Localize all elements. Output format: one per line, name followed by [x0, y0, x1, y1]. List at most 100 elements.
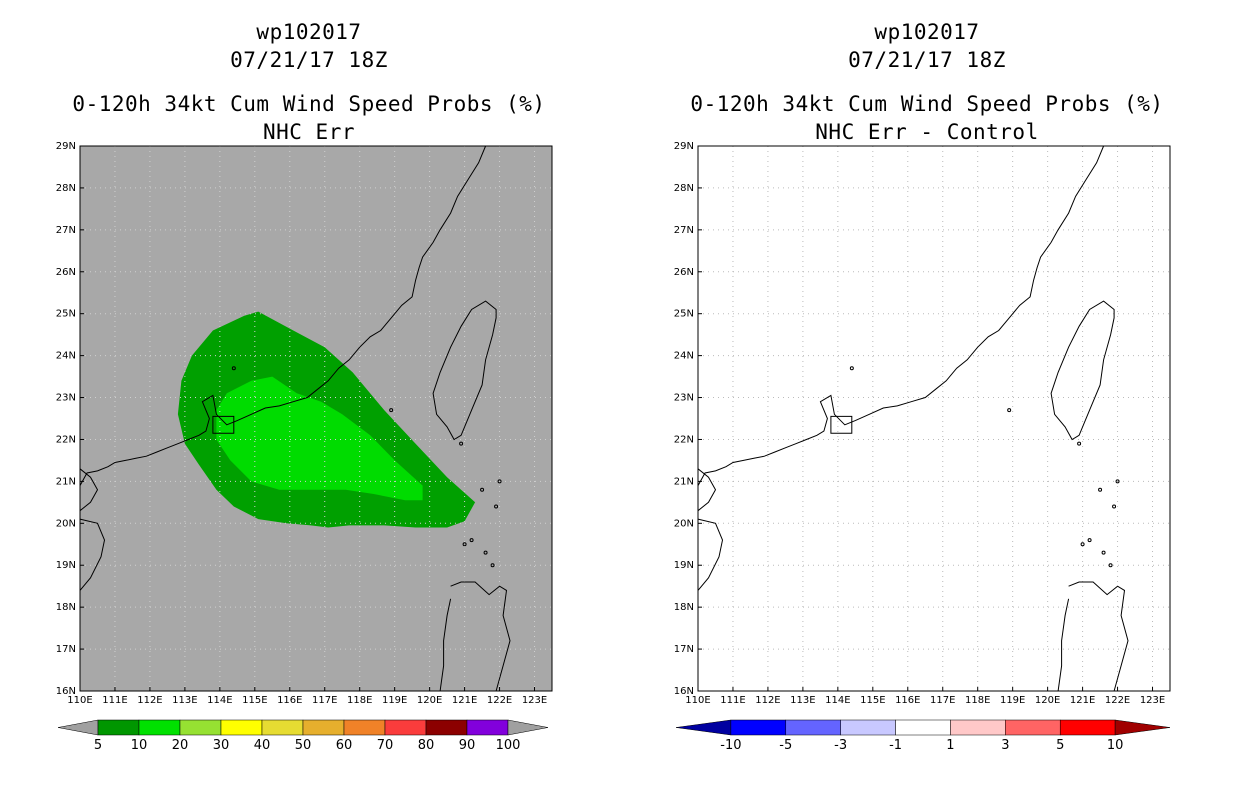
colorbar-label: 90: [459, 738, 476, 753]
map-background: [698, 146, 1170, 691]
hong-kong-box: [830, 415, 853, 434]
colorbar-label: 5: [1056, 738, 1064, 753]
colorbar-label: 10: [131, 738, 148, 753]
lat-label: 25N: [674, 309, 694, 320]
lat-label: 27N: [56, 225, 76, 236]
islet: [1087, 538, 1092, 543]
islet: [849, 366, 854, 371]
colorbar-label: 40: [254, 738, 271, 753]
islet: [462, 542, 467, 547]
islet: [459, 441, 464, 446]
colorbar-swatch: [466, 719, 509, 736]
lat-label: 21N: [674, 476, 694, 487]
lon-label: 117E: [312, 695, 337, 706]
lon-label: 123E: [1140, 695, 1165, 706]
panel-nhc-err: wp102017 07/21/17 18Z 0-120h 34kt Cum Wi…: [56, 20, 553, 753]
lon-label: 111E: [102, 695, 127, 706]
colorbar-swatch: [1005, 719, 1061, 736]
lat-label: 25N: [56, 309, 76, 320]
islet: [1007, 408, 1012, 413]
coastline-hainan: [79, 518, 106, 591]
panel-subtitle: NHC Err - Control: [815, 120, 1039, 144]
lat-label: 23N: [56, 393, 76, 404]
hong-kong-box: [212, 415, 235, 434]
coastline-south-china: [697, 145, 1105, 486]
lat-label: 20N: [56, 518, 76, 529]
colorbar-swatch: [179, 719, 222, 736]
colorbar-swatch: [1059, 719, 1116, 736]
lon-label: 113E: [172, 695, 197, 706]
coastline-hainan: [697, 518, 724, 591]
islet: [389, 408, 394, 413]
lon-label: 110E: [685, 695, 710, 706]
storm-id: wp102017: [256, 20, 362, 44]
lat-label: 17N: [674, 644, 694, 655]
lon-label: 114E: [207, 695, 232, 706]
lat-label: 28N: [56, 183, 76, 194]
lat-label: 22N: [56, 434, 76, 445]
colorbar-label: 60: [336, 738, 353, 753]
panel-nhc-err-minus-control: wp102017 07/21/17 18Z 0-120h 34kt Cum Wi…: [618, 0, 1236, 800]
lon-label: 115E: [242, 695, 267, 706]
lon-label: 114E: [825, 695, 850, 706]
lon-label: 115E: [860, 695, 885, 706]
lat-label: 17N: [56, 644, 76, 655]
lat-label: 22N: [674, 434, 694, 445]
lat-label: 16N: [56, 686, 76, 697]
lat-label: 21N: [56, 476, 76, 487]
coastline-taiwan: [1050, 300, 1115, 441]
colorbar-arrow-low: [675, 719, 732, 736]
colorbar-label: -1: [889, 738, 902, 753]
storm-id: wp102017: [874, 20, 980, 44]
islet: [1080, 542, 1085, 547]
colorbar-label: 80: [418, 738, 435, 753]
islet: [1077, 441, 1082, 446]
colorbar-label: 1: [946, 738, 954, 753]
colorbar-swatch: [138, 719, 181, 736]
colorbar-arrow-high: [507, 719, 549, 736]
lat-label: 26N: [674, 267, 694, 278]
lat-label: 16N: [674, 686, 694, 697]
lon-label: 122E: [487, 695, 512, 706]
colorbar-swatch: [220, 719, 263, 736]
wind-prob-map: 110E 111E 112E 113E 114E 115E 116E 117E 118E 119E…: [56, 141, 553, 753]
lon-label: 110E: [67, 695, 92, 706]
lat-label: 19N: [56, 560, 76, 571]
colorbar-label: -3: [834, 738, 847, 753]
coastline-leizhou: [79, 468, 99, 512]
lon-label: 123E: [522, 695, 547, 706]
lat-label: 29N: [56, 141, 76, 152]
lat-label: 27N: [674, 225, 694, 236]
coastline-south-china: [79, 145, 487, 486]
panel-subtitle: NHC Err: [262, 120, 355, 144]
lon-label: 112E: [137, 695, 162, 706]
coastline-luzon: [1057, 581, 1129, 692]
islet: [1112, 504, 1117, 509]
coastlines: [79, 145, 511, 692]
coastlines: [697, 145, 1129, 692]
colorbar: 5 10 20 30 40 50 60 70 80 90 100: [57, 719, 549, 753]
map-frame: [79, 145, 553, 692]
lat-label: 24N: [674, 351, 694, 362]
lon-label: 121E: [1070, 695, 1095, 706]
islet: [1101, 550, 1106, 555]
islet: [231, 366, 236, 371]
lat-label: 26N: [56, 267, 76, 278]
coastline-taiwan: [432, 300, 497, 441]
lon-label: 118E: [347, 695, 372, 706]
lat-label: 29N: [674, 141, 694, 152]
colorbar-label: 20: [172, 738, 189, 753]
colorbar-label: -5: [779, 738, 792, 753]
colorbar-label: 70: [377, 738, 394, 753]
colorbar-arrow-high: [1114, 719, 1171, 736]
islet: [494, 504, 499, 509]
lon-label: 119E: [1000, 695, 1025, 706]
colorbar-swatch: [730, 719, 787, 736]
colorbar-swatch: [425, 719, 468, 736]
colorbar-swatch: [261, 719, 304, 736]
datetime: 07/21/17 18Z: [848, 48, 1006, 72]
product-title: 0-120h 34kt Cum Wind Speed Probs (%): [72, 92, 546, 116]
lon-label: 116E: [277, 695, 302, 706]
lon-label: 118E: [965, 695, 990, 706]
colorbar-swatch: [895, 719, 951, 736]
